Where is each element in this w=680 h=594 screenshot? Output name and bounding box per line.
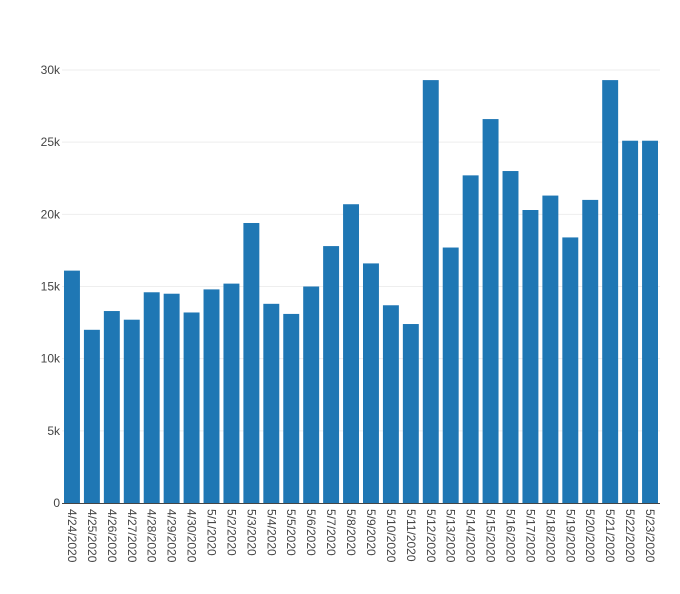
x-tick-label: 5/2/2020 [224, 509, 238, 556]
x-tick-label: 4/29/2020 [165, 509, 179, 563]
x-tick-label: 5/19/2020 [563, 509, 577, 563]
bar [243, 222, 260, 503]
bar [343, 204, 360, 504]
x-tick-label: 5/16/2020 [504, 509, 518, 563]
x-tick-label: 5/22/2020 [623, 509, 637, 563]
bar [223, 283, 240, 503]
bar [163, 293, 180, 503]
bar [522, 210, 539, 503]
bar [183, 312, 200, 503]
x-tick-label: 5/23/2020 [643, 509, 657, 563]
y-tick-label: 20k [41, 207, 61, 221]
bar [283, 313, 300, 503]
bar [83, 329, 100, 503]
bar [143, 292, 160, 503]
x-tick-label: 4/27/2020 [125, 509, 139, 563]
x-tick-label: 5/15/2020 [484, 509, 498, 563]
x-tick-label: 5/8/2020 [344, 509, 358, 556]
bar [542, 195, 559, 503]
x-tick-label: 5/12/2020 [424, 509, 438, 563]
bar [362, 263, 379, 503]
gridlines [62, 69, 660, 432]
x-tick-label: 5/11/2020 [404, 509, 418, 562]
bar [502, 171, 519, 504]
x-tick-label: 5/7/2020 [324, 509, 338, 556]
bar [562, 237, 579, 503]
x-tick-label: 5/10/2020 [384, 509, 398, 563]
x-tick-label: 5/4/2020 [264, 509, 278, 556]
y-tick-label: 5k [47, 424, 61, 438]
x-tick-label: 5/6/2020 [304, 509, 318, 556]
bar [323, 246, 340, 503]
bar [402, 324, 419, 503]
x-axis-ticks: 4/24/2020 4/25/2020 4/26/2020 4/27/2020 4/28… [65, 509, 657, 563]
bar [482, 119, 499, 503]
y-tick-label: 10k [41, 352, 61, 366]
x-tick-label: 5/18/2020 [543, 509, 557, 563]
bar [622, 140, 639, 503]
x-tick-label: 4/30/2020 [185, 509, 199, 563]
x-tick-label: 5/1/2020 [205, 509, 219, 556]
x-tick-label: 5/17/2020 [523, 509, 537, 563]
bar [422, 80, 439, 503]
x-tick-label: 4/24/2020 [65, 509, 79, 563]
x-tick-label: 4/26/2020 [105, 509, 119, 563]
bar [642, 140, 659, 503]
x-tick-label: 5/5/2020 [284, 509, 298, 556]
x-tick-label: 4/25/2020 [85, 509, 99, 563]
bar [123, 319, 140, 503]
bar [462, 175, 479, 503]
x-tick-label: 5/3/2020 [244, 509, 258, 556]
bar [103, 311, 120, 503]
bar [263, 303, 280, 503]
bar [582, 199, 599, 503]
x-tick-label: 5/14/2020 [464, 509, 478, 563]
bars [63, 80, 659, 504]
bar [442, 247, 459, 503]
x-tick-label: 5/9/2020 [364, 509, 378, 556]
bar [602, 80, 619, 503]
y-tick-label: 25k [41, 135, 61, 149]
x-tick-label: 4/28/2020 [145, 509, 159, 563]
bar [203, 289, 220, 503]
x-tick-label: 5/13/2020 [444, 509, 458, 563]
y-axis-ticks: 0 5k 10k 15k 20k 25k 30k [41, 63, 61, 510]
y-tick-label: 15k [41, 280, 61, 294]
bar [63, 270, 80, 503]
y-tick-label: 30k [41, 63, 61, 77]
x-tick-label: 5/20/2020 [583, 509, 597, 563]
y-tick-label: 0 [53, 496, 60, 510]
bar [303, 286, 320, 503]
bar [382, 305, 399, 503]
x-tick-label: 5/21/2020 [603, 509, 617, 563]
